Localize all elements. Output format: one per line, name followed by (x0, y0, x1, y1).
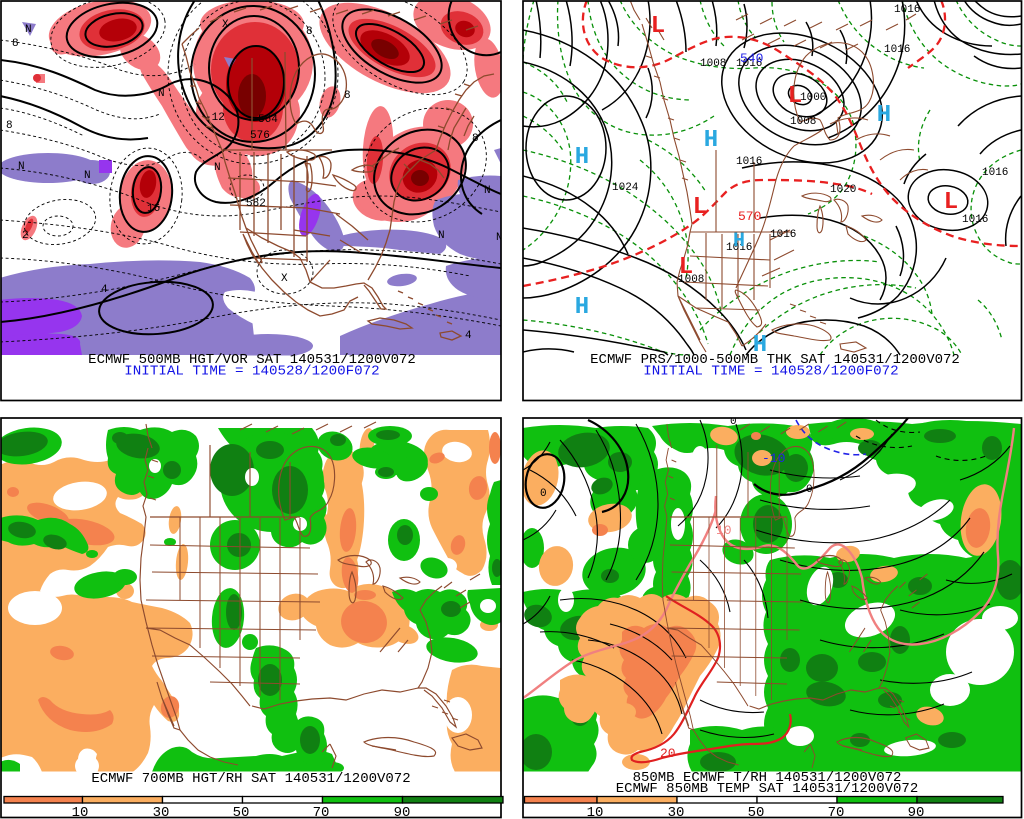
svg-text:1016: 1016 (726, 242, 752, 254)
svg-text:70: 70 (313, 805, 330, 819)
svg-text:N: N (18, 161, 25, 173)
svg-text:L: L (693, 194, 707, 221)
svg-text:1000: 1000 (800, 92, 826, 104)
svg-text:576: 576 (250, 130, 270, 142)
svg-text:1016: 1016 (736, 58, 762, 70)
svg-text:ECMWF 500MB HGT/VOR SAT 140531: ECMWF 500MB HGT/VOR SAT 140531/1200V072 (88, 352, 416, 368)
svg-text:540: 540 (740, 51, 763, 66)
svg-text:0: 0 (540, 488, 547, 500)
svg-text:ECMWF PRS/1000-500MB THK SAT 1: ECMWF PRS/1000-500MB THK SAT 140531/1200… (590, 352, 960, 368)
svg-text:-10: -10 (762, 451, 785, 466)
svg-text:1016: 1016 (884, 44, 910, 56)
svg-text:N: N (25, 24, 32, 36)
svg-text:ECMWF 850MB TEMP SAT 140531/12: ECMWF 850MB TEMP SAT 140531/1200V072 (616, 781, 918, 797)
svg-text:L: L (788, 83, 802, 110)
svg-text:90: 90 (394, 805, 411, 819)
svg-text:850MB ECMWF T/RH 140531/1200V0: 850MB ECMWF T/RH 140531/1200V072 (633, 770, 902, 786)
svg-text:564: 564 (258, 114, 278, 126)
svg-text:8: 8 (6, 120, 13, 132)
svg-text:1016: 1016 (736, 156, 762, 168)
svg-text:H: H (575, 294, 589, 321)
svg-text:L: L (679, 254, 693, 281)
svg-text:0: 0 (806, 484, 813, 496)
svg-text:50: 50 (233, 805, 250, 819)
svg-text:1008: 1008 (790, 116, 816, 128)
svg-text:N: N (484, 185, 491, 197)
svg-text:0: 0 (730, 416, 737, 428)
svg-text:30: 30 (153, 805, 170, 819)
svg-text:N: N (438, 230, 445, 242)
svg-text:50: 50 (748, 805, 765, 819)
svg-text:8: 8 (12, 38, 19, 50)
svg-text:N: N (496, 232, 503, 244)
svg-text:582: 582 (246, 198, 266, 210)
svg-text:INITIAL TIME = 140528/1200F072: INITIAL TIME = 140528/1200F072 (124, 364, 379, 380)
svg-text:90: 90 (908, 805, 925, 819)
svg-text:H: H (733, 230, 745, 253)
svg-text:4: 4 (101, 284, 108, 296)
svg-text:10: 10 (587, 805, 604, 819)
svg-text:1016: 1016 (962, 214, 988, 226)
svg-text:2: 2 (22, 230, 29, 242)
svg-text:-12: -12 (205, 112, 225, 124)
svg-text:4: 4 (465, 330, 472, 342)
svg-text:1020: 1020 (830, 184, 856, 196)
svg-text:10: 10 (72, 805, 89, 819)
svg-text:INITIAL TIME = 140528/1200F072: INITIAL TIME = 140528/1200F072 (643, 364, 898, 380)
svg-text:20: 20 (660, 746, 676, 761)
svg-text:570: 570 (738, 209, 761, 224)
svg-text:10: 10 (716, 523, 732, 538)
svg-text:8: 8 (472, 133, 479, 145)
svg-text:N: N (214, 162, 221, 174)
svg-text:1008: 1008 (678, 274, 704, 286)
svg-text:X: X (281, 273, 288, 285)
svg-text:X: X (222, 19, 229, 31)
svg-text:H: H (704, 127, 718, 154)
svg-text:1024: 1024 (612, 182, 639, 194)
svg-text:N: N (84, 170, 91, 182)
svg-text:H: H (877, 102, 891, 129)
svg-text:1016: 1016 (982, 167, 1008, 179)
svg-text:L: L (651, 13, 665, 40)
svg-text:8: 8 (306, 26, 313, 38)
svg-text:H: H (575, 144, 589, 171)
svg-text:1016: 1016 (894, 4, 920, 16)
svg-text:L: L (944, 189, 958, 216)
svg-text:H: H (753, 332, 767, 359)
svg-text:ECMWF 700MB HGT/RH SAT 140531/: ECMWF 700MB HGT/RH SAT 140531/1200V072 (91, 771, 410, 787)
svg-text:8: 8 (344, 90, 351, 102)
svg-text:30: 30 (668, 805, 685, 819)
svg-text:70: 70 (828, 805, 845, 819)
svg-text:N: N (158, 88, 165, 100)
svg-text:1008: 1008 (700, 58, 726, 70)
svg-text:16: 16 (147, 203, 160, 215)
svg-text:1016: 1016 (770, 229, 796, 241)
